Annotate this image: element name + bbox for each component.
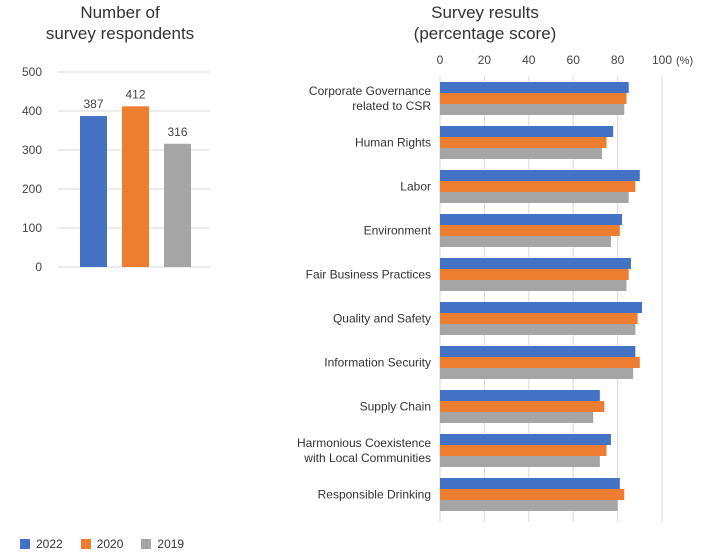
results-bar-1-2020 xyxy=(440,137,607,148)
legend: 2022 2020 2019 xyxy=(20,537,184,551)
results-title-line-2: (percentage score) xyxy=(413,24,557,43)
results-bar-7-2022 xyxy=(440,390,600,401)
results-bar-0-2022 xyxy=(440,82,629,93)
legend-item-2020: 2020 xyxy=(80,537,124,551)
results-bar-1-2019 xyxy=(440,148,603,159)
respondents-y-tick-300: 300 xyxy=(22,143,42,157)
results-category-label-0-1: related to CSR xyxy=(352,99,431,113)
results-category-label-4-0: Fair Business Practices xyxy=(306,268,431,282)
results-bar-8-2022 xyxy=(440,434,611,445)
results-bar-9-2022 xyxy=(440,478,620,489)
results-category-label-1-0: Human Rights xyxy=(355,136,431,150)
respondents-y-tick-100: 100 xyxy=(22,221,42,235)
results-bar-4-2022 xyxy=(440,258,631,269)
results-x-unit: (%) xyxy=(676,55,693,67)
results-category-label-0-0: Corporate Governance xyxy=(309,84,431,98)
results-x-tick-20: 20 xyxy=(478,53,492,67)
results-bar-9-2020 xyxy=(440,489,625,500)
respondents-y-tick-500: 500 xyxy=(22,65,42,79)
respondents-bar-2022 xyxy=(80,116,107,267)
results-x-tick-80: 80 xyxy=(611,53,625,67)
results-bar-3-2019 xyxy=(440,236,611,247)
results-bar-8-2020 xyxy=(440,445,607,456)
results-bar-0-2019 xyxy=(440,104,625,115)
legend-swatch-2022 xyxy=(20,539,30,549)
results-category-label-8-0: Harmonious Coexistence xyxy=(297,436,431,450)
results-category-label-7-0: Supply Chain xyxy=(360,400,431,414)
results-bar-6-2022 xyxy=(440,346,636,357)
legend-item-2019: 2019 xyxy=(141,537,184,551)
results-x-tick-60: 60 xyxy=(567,53,581,67)
results-bar-3-2022 xyxy=(440,214,623,225)
respondents-y-tick-0: 0 xyxy=(35,260,42,274)
results-category-label-9-0: Responsible Drinking xyxy=(318,488,431,502)
results-category-label-8-1: with Local Communities xyxy=(303,451,431,465)
results-bar-5-2019 xyxy=(440,324,636,335)
results-bar-5-2022 xyxy=(440,302,643,313)
respondents-title-line-2: survey respondents xyxy=(45,24,195,43)
respondents-y-tick-200: 200 xyxy=(22,182,42,196)
respondents-data-label-2020: 412 xyxy=(125,87,145,101)
legend-label-2022: 2022 xyxy=(36,537,63,551)
legend-swatch-2020 xyxy=(80,539,91,549)
respondents-data-label-2022: 387 xyxy=(83,97,103,111)
respondents-data-label-2019: 316 xyxy=(167,125,187,139)
results-bar-9-2019 xyxy=(440,500,618,511)
respondents-title-line-1: Number of xyxy=(80,3,160,22)
legend-swatch-2019 xyxy=(141,539,152,549)
results-category-label-3-0: Environment xyxy=(364,224,432,238)
results-category-label-5-0: Quality and Safety xyxy=(333,312,431,326)
results-bar-2-2022 xyxy=(440,170,640,181)
results-bar-3-2020 xyxy=(440,225,620,236)
results-bar-5-2020 xyxy=(440,313,638,324)
results-chart-title: Survey results (percentage score) xyxy=(360,2,610,44)
respondents-y-tick-400: 400 xyxy=(22,104,42,118)
results-bar-7-2020 xyxy=(440,401,605,412)
results-bar-0-2020 xyxy=(440,93,627,104)
results-title-line-1: Survey results xyxy=(431,3,539,22)
results-x-tick-0: 0 xyxy=(437,53,444,67)
legend-label-2020: 2020 xyxy=(96,537,124,551)
results-bar-7-2019 xyxy=(440,412,594,423)
results-bar-8-2019 xyxy=(440,456,600,467)
results-x-tick-100: 100 xyxy=(652,53,672,67)
results-bar-6-2019 xyxy=(440,368,634,379)
results-bar-2-2020 xyxy=(440,181,636,192)
respondents-bar-2020 xyxy=(122,106,149,267)
results-category-label-6-0: Information Security xyxy=(324,356,431,370)
results-bar-4-2020 xyxy=(440,269,629,280)
results-x-tick-40: 40 xyxy=(522,53,536,67)
legend-item-2022: 2022 xyxy=(20,537,63,551)
results-category-label-2-0: Labor xyxy=(400,180,431,194)
results-bar-6-2020 xyxy=(440,357,640,368)
results-bar-2-2019 xyxy=(440,192,629,203)
results-bar-1-2022 xyxy=(440,126,614,137)
respondents-bar-2019 xyxy=(164,143,191,267)
results-bar-4-2019 xyxy=(440,280,627,291)
respondents-chart-title: Number of survey respondents xyxy=(20,2,220,44)
legend-label-2019: 2019 xyxy=(157,537,185,551)
